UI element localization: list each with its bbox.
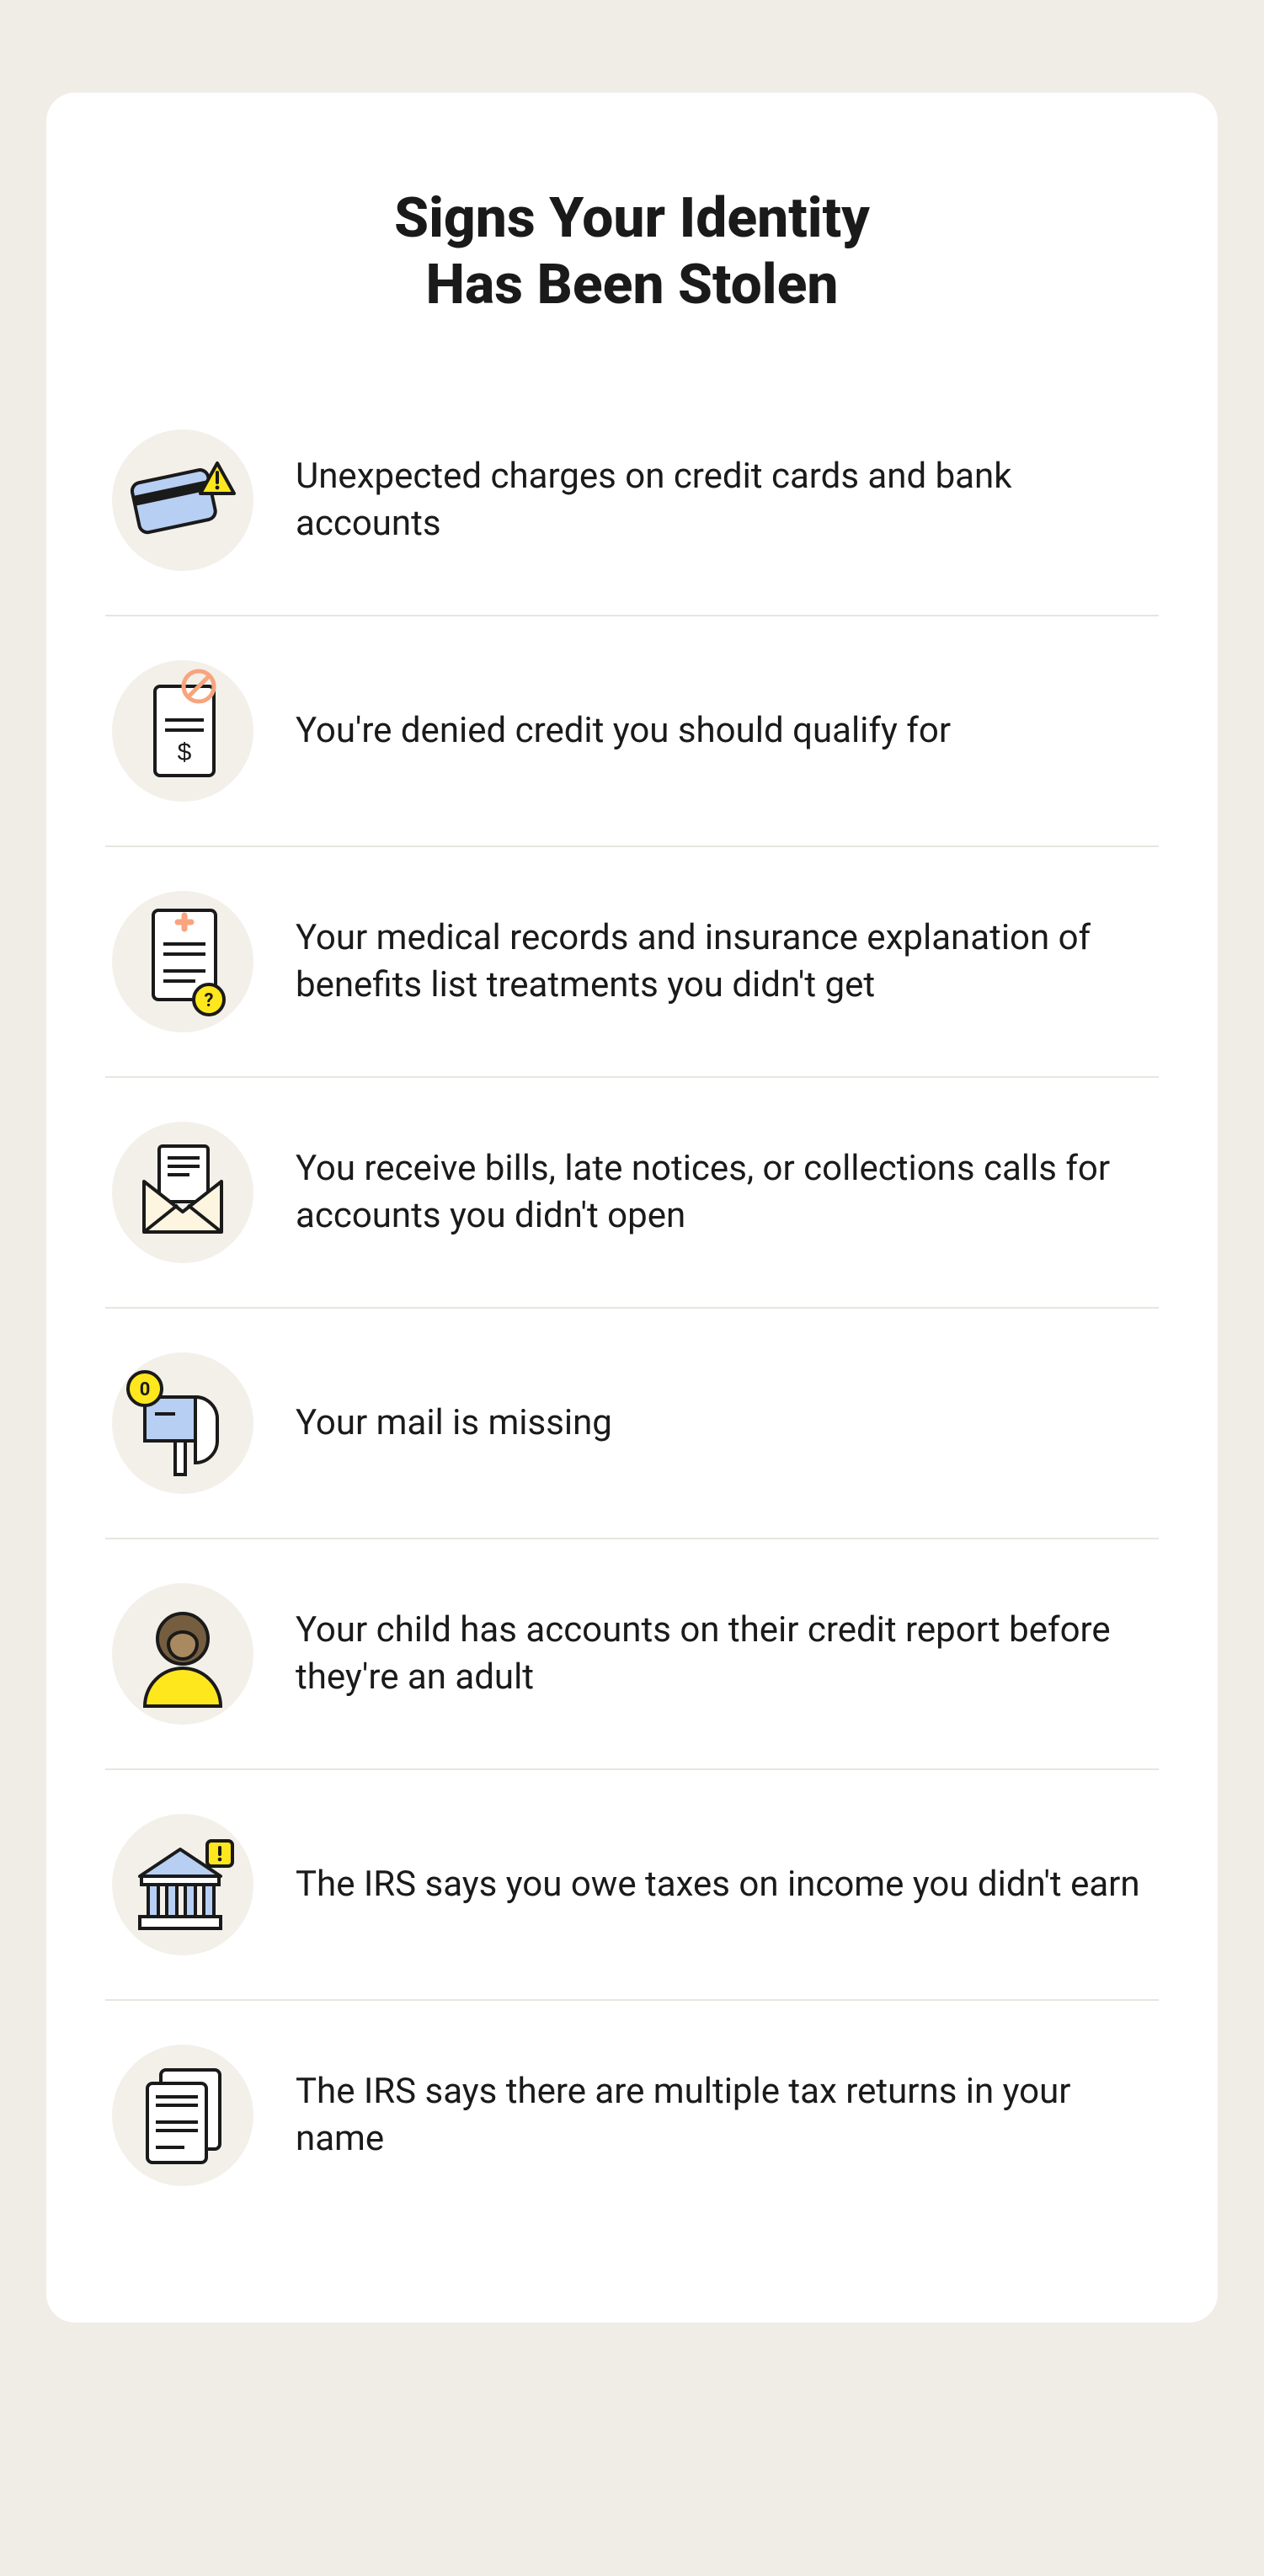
- item-label: Unexpected charges on credit cards and b…: [296, 453, 1152, 548]
- medical-records-icon: ?: [112, 891, 253, 1032]
- envelope-bills-icon: [112, 1122, 253, 1263]
- infographic-title: Signs Your Identity Has Been Stolen: [105, 185, 1159, 318]
- list-item: $ You're denied credit you should qualif…: [105, 616, 1159, 847]
- multiple-documents-icon: [112, 2045, 253, 2186]
- denied-credit-icon: $: [112, 660, 253, 802]
- item-label: Your mail is missing: [296, 1400, 612, 1448]
- title-line-1: Signs Your Identity: [394, 186, 870, 251]
- infographic-card: Signs Your Identity Has Been Stolen: [46, 93, 1218, 2323]
- item-label: You receive bills, late notices, or coll…: [296, 1145, 1152, 1240]
- list-item: Your child has accounts on their credit …: [105, 1539, 1159, 1770]
- list-item: You receive bills, late notices, or coll…: [105, 1078, 1159, 1309]
- list-item: 0 Your mail is missing: [105, 1309, 1159, 1539]
- svg-text:0: 0: [140, 1379, 151, 1400]
- child-person-icon: [112, 1583, 253, 1725]
- items-list: Unexpected charges on credit cards and b…: [105, 386, 1159, 2230]
- irs-building-icon: [112, 1814, 253, 1955]
- list-item: The IRS says there are multiple tax retu…: [105, 2001, 1159, 2230]
- list-item: ? Your medical records and insurance exp…: [105, 847, 1159, 1078]
- svg-text:?: ?: [205, 990, 214, 1011]
- item-label: Your child has accounts on their credit …: [296, 1607, 1152, 1702]
- list-item: The IRS says you owe taxes on income you…: [105, 1770, 1159, 2001]
- item-label: The IRS says there are multiple tax retu…: [296, 2068, 1152, 2163]
- list-item: Unexpected charges on credit cards and b…: [105, 386, 1159, 616]
- item-label: You're denied credit you should qualify …: [296, 707, 951, 755]
- svg-text:$: $: [178, 739, 192, 766]
- item-label: Your medical records and insurance expla…: [296, 915, 1152, 1010]
- credit-card-warning-icon: [112, 429, 253, 571]
- item-label: The IRS says you owe taxes on income you…: [296, 1861, 1140, 1909]
- mailbox-icon: 0: [112, 1352, 253, 1494]
- title-line-2: Has Been Stolen: [425, 253, 838, 317]
